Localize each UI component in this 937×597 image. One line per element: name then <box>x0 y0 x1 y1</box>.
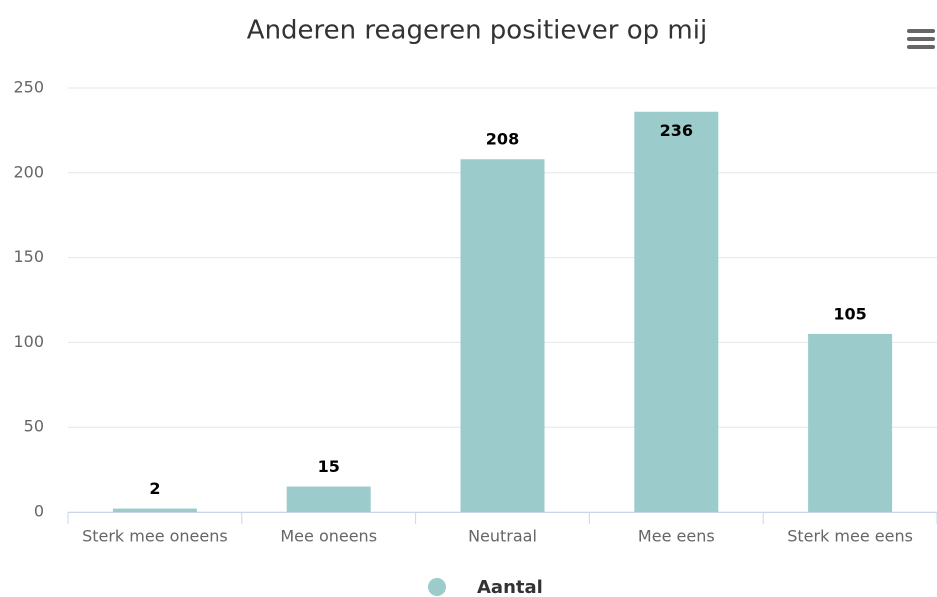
bar <box>808 333 893 512</box>
data-label: 15 <box>318 457 340 476</box>
bar <box>634 111 719 512</box>
menu-line <box>907 45 935 49</box>
y-tick-label: 100 <box>13 332 44 351</box>
menu-line <box>907 37 935 41</box>
y-tick-label: 0 <box>34 502 44 521</box>
x-tick-label: Sterk mee eens <box>787 527 913 546</box>
menu-line <box>907 29 935 33</box>
bar <box>112 508 197 512</box>
bar <box>286 486 371 512</box>
menu-button[interactable] <box>907 29 935 49</box>
chart-title: Anderen reageren positiever op mij <box>247 16 707 46</box>
data-label: 236 <box>660 121 693 140</box>
legend-label: Aantal <box>477 577 543 597</box>
y-tick-label: 50 <box>24 417 44 436</box>
x-tick-label: Sterk mee oneens <box>82 527 228 546</box>
x-tick-label: Mee oneens <box>280 527 377 546</box>
y-tick-label: 150 <box>13 247 44 266</box>
y-tick-label: 250 <box>13 78 44 97</box>
bar <box>460 159 545 512</box>
x-tick-label: Neutraal <box>468 527 537 546</box>
data-label: 105 <box>833 304 866 323</box>
data-label: 208 <box>486 130 519 149</box>
legend-marker <box>428 578 446 596</box>
y-tick-label: 200 <box>13 162 44 181</box>
data-label: 2 <box>149 479 160 498</box>
x-tick-label: Mee eens <box>638 527 715 546</box>
